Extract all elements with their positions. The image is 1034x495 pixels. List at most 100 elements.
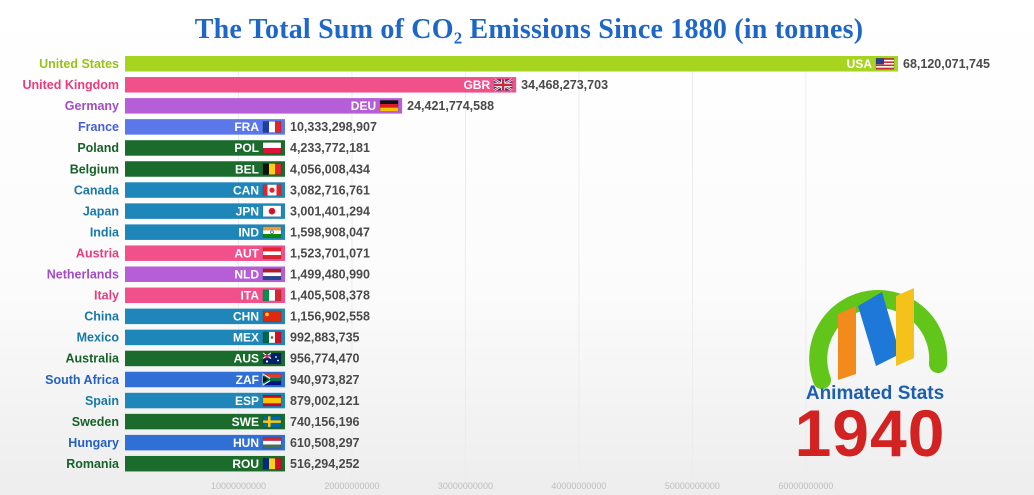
bar-row: China CHN 1,156,902,558 bbox=[84, 308, 370, 325]
bar-row: Hungary HUN 610,508,297 bbox=[68, 434, 360, 451]
bar bbox=[125, 392, 285, 409]
country-code-label: FRA bbox=[234, 120, 259, 134]
chart-title: The Total Sum of CO₂ Emissions Since 188… bbox=[194, 14, 864, 45]
bar-row: United States USA 68,120,071,745 bbox=[39, 56, 990, 72]
bel-flag bbox=[262, 163, 282, 175]
bar-row: Mexico MEX 992,883,735 bbox=[77, 329, 360, 346]
value-label: 940,973,827 bbox=[290, 373, 360, 387]
bar bbox=[125, 119, 285, 135]
country-code-label: ROU bbox=[232, 457, 259, 471]
animated-stats-logo-icon bbox=[809, 288, 948, 389]
country-label: Japan bbox=[83, 204, 119, 218]
country-code-label: MEX bbox=[233, 331, 259, 345]
value-label: 24,421,774,588 bbox=[407, 99, 494, 113]
bar-row: Australia AUS 956,774,470 bbox=[66, 350, 360, 367]
x-tick-label: 20000000000 bbox=[324, 481, 379, 491]
value-label: 610,508,297 bbox=[290, 436, 360, 450]
bar bbox=[125, 140, 285, 156]
bar bbox=[125, 98, 403, 114]
gbr-flag bbox=[493, 78, 513, 92]
bar bbox=[125, 308, 285, 325]
country-label: France bbox=[78, 120, 119, 134]
country-code-label: GBR bbox=[463, 78, 490, 92]
bar-row: Austria AUT 1,523,701,071 bbox=[76, 245, 370, 261]
value-label: 956,774,470 bbox=[290, 352, 360, 366]
country-code-label: ITA bbox=[241, 289, 260, 303]
country-label: United States bbox=[39, 57, 119, 71]
bar bbox=[125, 266, 285, 282]
logo-bar-yellow bbox=[896, 288, 914, 366]
country-code-label: POL bbox=[234, 141, 259, 155]
bar-row: Netherlands NLD 1,499,480,990 bbox=[47, 266, 370, 282]
country-code-label: SWE bbox=[232, 415, 259, 429]
aut-flag bbox=[262, 247, 282, 259]
country-label: Italy bbox=[94, 289, 119, 303]
bar-row: Japan JPN 3,001,401,294 bbox=[83, 203, 370, 219]
bar bbox=[125, 287, 285, 304]
logo-bar-blue bbox=[858, 292, 900, 366]
bar-row: Belgium BEL 4,056,008,434 bbox=[70, 161, 370, 177]
hun-flag bbox=[262, 436, 282, 449]
country-code-label: CHN bbox=[233, 310, 259, 324]
value-label: 1,156,902,558 bbox=[290, 310, 370, 324]
bar-row: France FRA 10,333,298,907 bbox=[78, 119, 377, 135]
country-label: Poland bbox=[77, 141, 119, 155]
zaf-flag bbox=[262, 373, 282, 386]
bar bbox=[125, 182, 285, 198]
country-code-label: IND bbox=[238, 225, 259, 239]
bar-row: Sweden SWE 740,156,196 bbox=[72, 413, 360, 430]
ind-flag bbox=[262, 226, 282, 238]
value-label: 992,883,735 bbox=[290, 331, 360, 345]
fra-flag bbox=[262, 121, 282, 133]
country-code-label: CAN bbox=[233, 183, 259, 197]
value-label: 1,405,508,378 bbox=[290, 289, 370, 303]
bar-row: Germany DEU 24,421,774,588 bbox=[65, 98, 494, 114]
bar bbox=[125, 329, 285, 346]
country-label: Netherlands bbox=[47, 268, 119, 282]
country-code-label: JPN bbox=[236, 204, 259, 218]
country-code-label: DEU bbox=[351, 99, 376, 113]
bar-row: South Africa ZAF 940,973,827 bbox=[45, 371, 360, 388]
mex-flag bbox=[262, 331, 282, 344]
usa-flag bbox=[875, 58, 895, 70]
country-label: Sweden bbox=[72, 415, 119, 429]
x-tick-label: 40000000000 bbox=[551, 481, 606, 491]
x-tick-label: 60000000000 bbox=[778, 481, 833, 491]
value-label: 3,001,401,294 bbox=[290, 204, 370, 218]
brand-name: Animated Stats bbox=[805, 383, 945, 404]
value-label: 4,233,772,181 bbox=[290, 141, 370, 155]
bar-row: India IND 1,598,908,047 bbox=[90, 224, 370, 240]
bar bbox=[125, 434, 285, 451]
value-label: 34,468,273,703 bbox=[521, 78, 608, 92]
country-code-label: ESP bbox=[235, 394, 259, 408]
deu-flag bbox=[379, 100, 399, 112]
bar bbox=[125, 245, 285, 261]
country-code-label: NLD bbox=[234, 268, 259, 282]
chn-flag bbox=[262, 310, 282, 323]
bar-row: Spain ESP 879,002,121 bbox=[85, 392, 360, 409]
bar bbox=[125, 371, 285, 388]
country-label: Belgium bbox=[70, 162, 119, 176]
value-label: 1,598,908,047 bbox=[290, 225, 370, 239]
country-label: Canada bbox=[74, 183, 120, 197]
country-label: Mexico bbox=[77, 331, 120, 345]
country-label: Spain bbox=[85, 394, 119, 408]
bar-row: Poland POL 4,233,772,181 bbox=[77, 140, 370, 156]
jpn-flag bbox=[262, 205, 282, 217]
bar-row: United Kingdom GBR 34,468,273,703 bbox=[22, 77, 608, 93]
can-flag bbox=[262, 184, 282, 196]
country-label: Hungary bbox=[68, 436, 119, 450]
country-label: South Africa bbox=[45, 373, 120, 387]
country-code-label: AUT bbox=[234, 246, 259, 260]
country-label: United Kingdom bbox=[22, 78, 119, 92]
logo-bar-orange bbox=[838, 306, 856, 380]
value-label: 68,120,071,745 bbox=[903, 57, 990, 71]
value-label: 516,294,252 bbox=[290, 457, 360, 471]
country-label: China bbox=[84, 310, 120, 324]
value-label: 3,082,716,761 bbox=[290, 183, 370, 197]
year-label: 1940 bbox=[794, 396, 946, 470]
rou-flag bbox=[262, 458, 282, 470]
bars: United States USA 68,120,071,745 United Kin… bbox=[22, 56, 990, 472]
country-label: Austria bbox=[76, 246, 120, 260]
bar bbox=[125, 413, 285, 430]
